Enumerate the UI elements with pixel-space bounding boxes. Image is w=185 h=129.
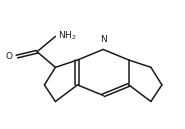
Text: O: O xyxy=(5,52,12,61)
Text: N: N xyxy=(100,35,107,44)
Text: NH$_2$: NH$_2$ xyxy=(58,30,77,42)
